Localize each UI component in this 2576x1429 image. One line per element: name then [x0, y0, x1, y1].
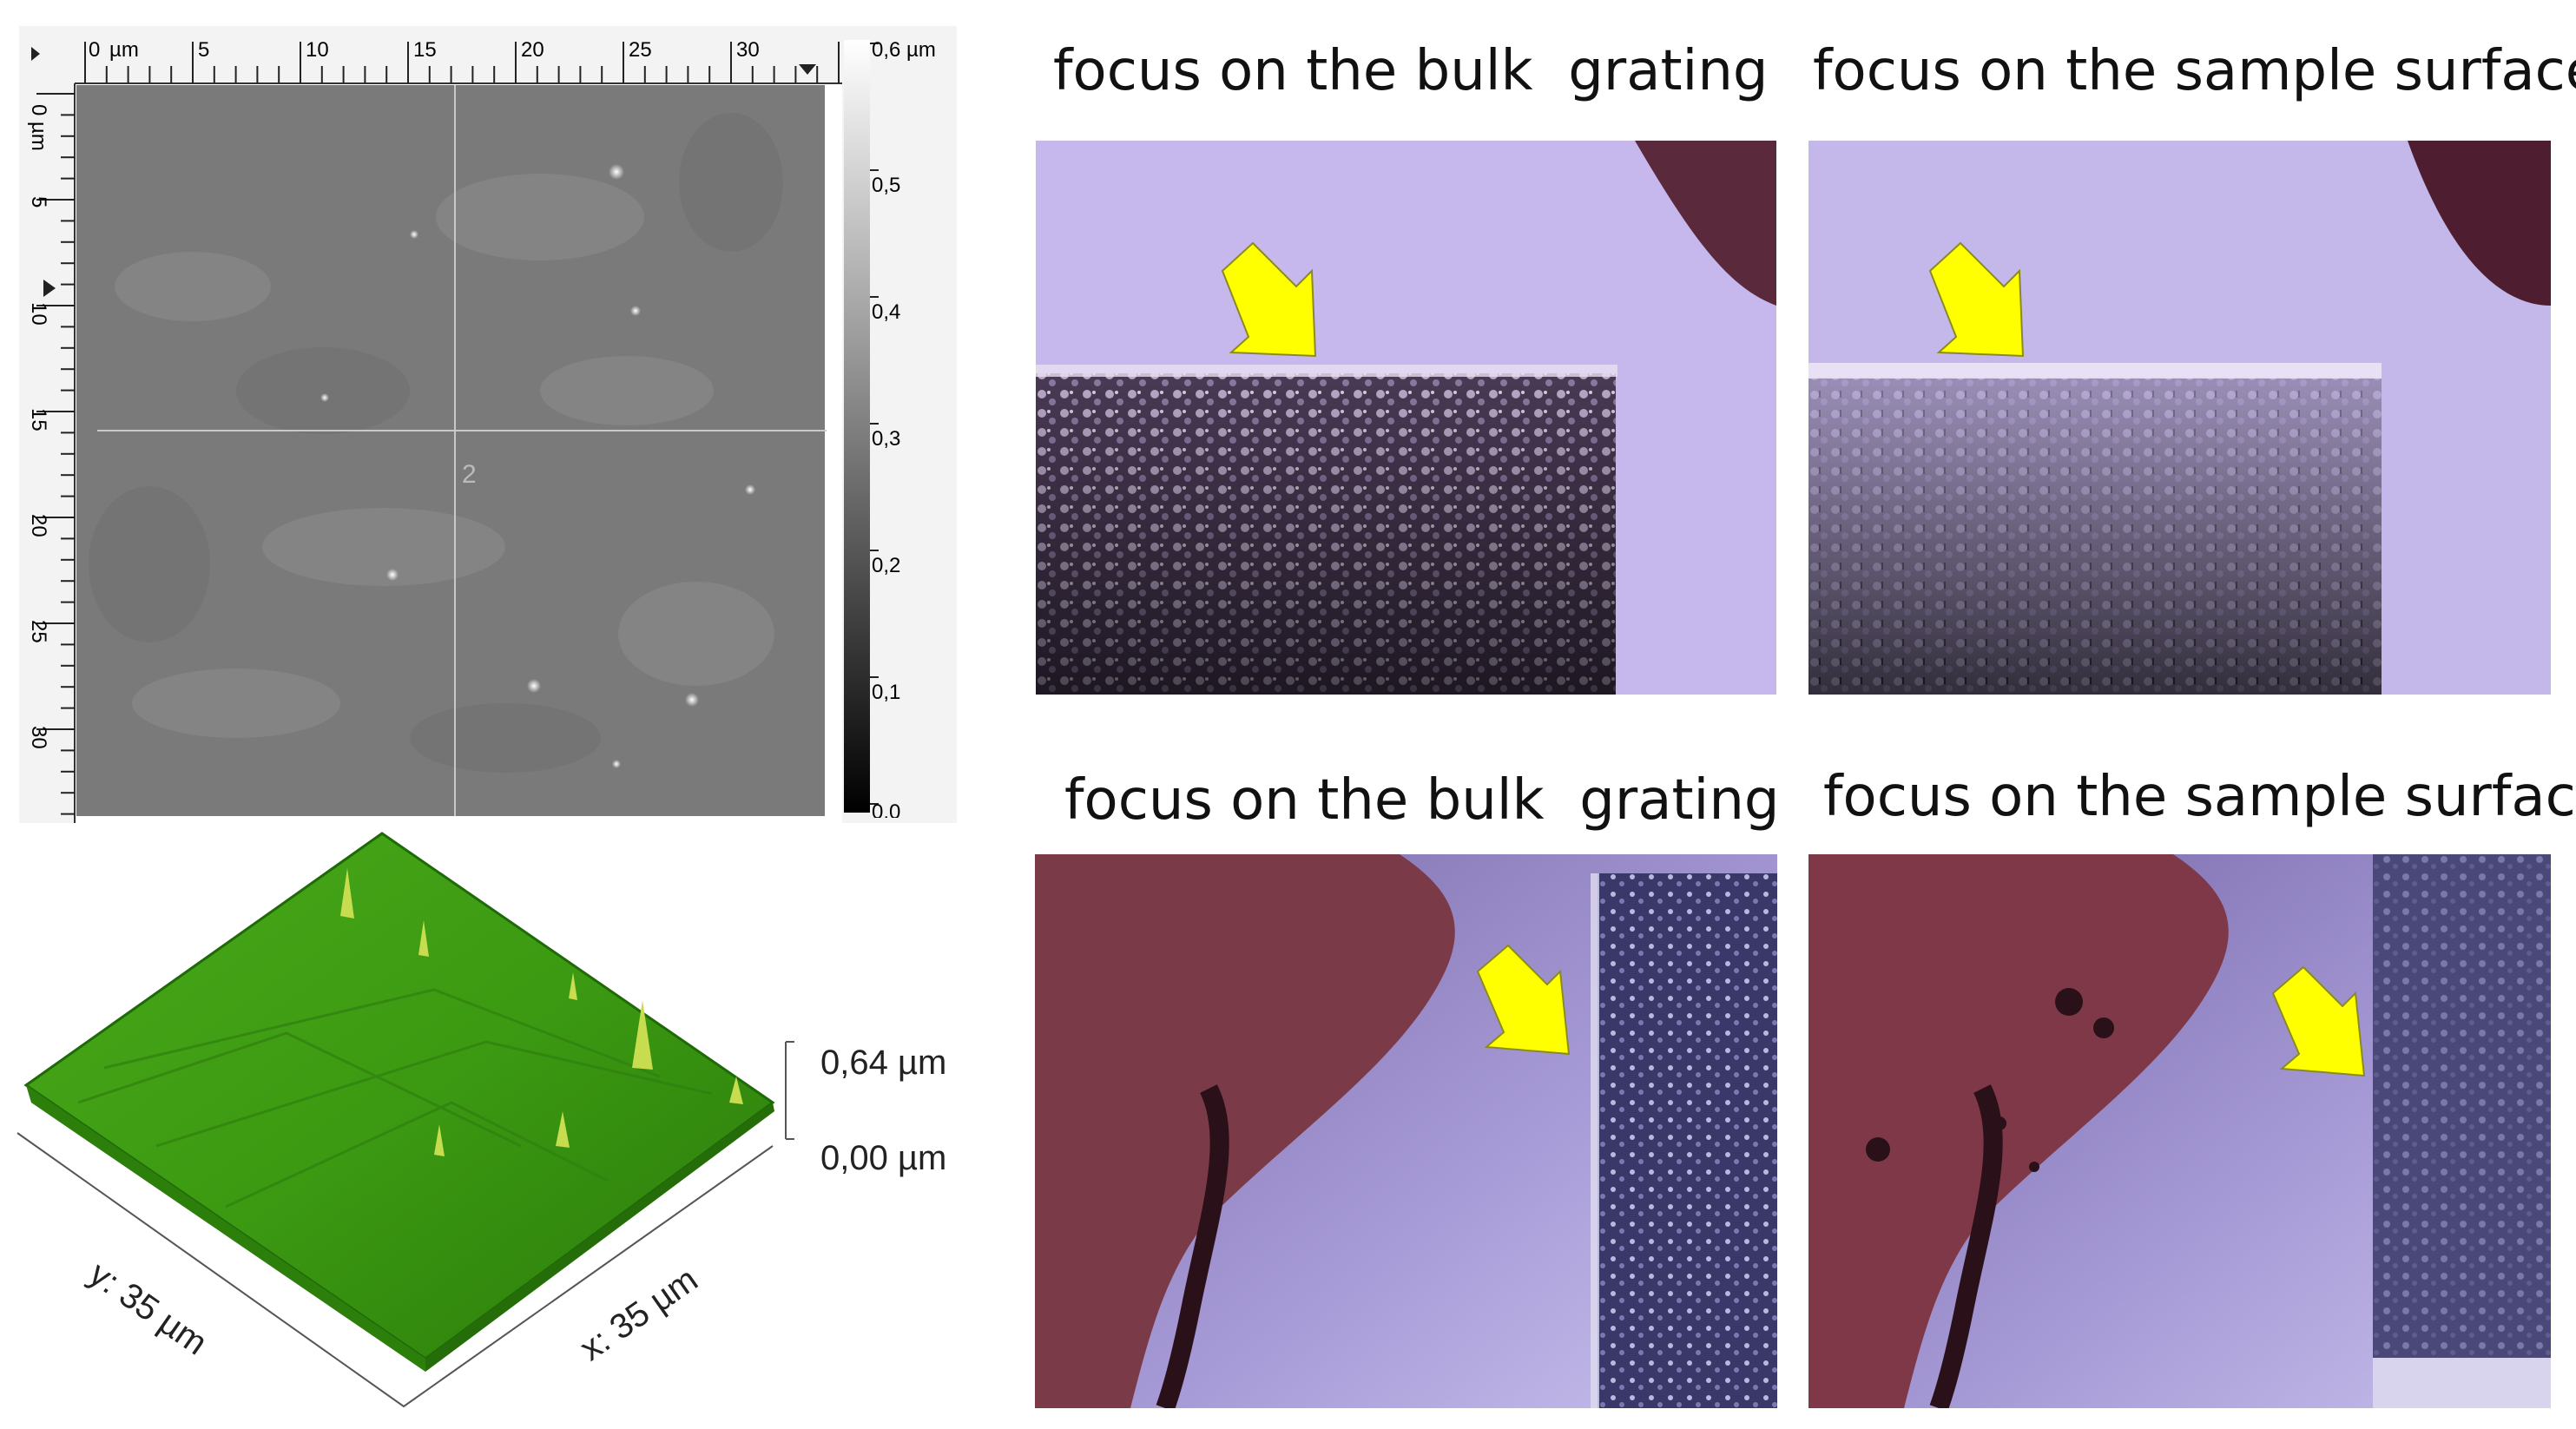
colorbar-label-02: 0,2: [872, 554, 901, 577]
colorbar-label-05: 0,5: [872, 174, 901, 197]
z-min-label: 0,00 µm: [820, 1139, 947, 1177]
x-tick-label-0: 0: [89, 38, 101, 62]
micrograph-bottom-left: [1035, 854, 1777, 1408]
3d-surface-ridges: [77, 988, 713, 1208]
micrograph-bottom-right: [1808, 854, 2551, 1408]
3d-peaks: [340, 868, 743, 1156]
y-tick-label-30: 30: [27, 726, 50, 749]
colorbar-label-max: 0,6 µm: [872, 38, 936, 62]
colorbar-label-01: 0,1: [872, 681, 901, 704]
afm-3d-svg: [16, 832, 794, 1408]
caption-top-left: focus on the bulk grating: [1053, 39, 1769, 103]
crosshair-label: 2: [462, 460, 477, 489]
colorbar: [844, 40, 870, 813]
y-tick-label-5: 5: [27, 196, 50, 208]
y-marker-icon[interactable]: [43, 280, 56, 297]
afm-3d-panel: 0,64 µm 0,00 µm y: 35 µm x: 35 µm: [0, 816, 981, 1424]
afm-2d-map-svg: [19, 26, 957, 823]
afm-particles: [320, 164, 755, 768]
colorbar-ticks: [870, 43, 879, 805]
bulk-grating-4: [2373, 854, 2551, 1358]
yellow-arrow-1: [1221, 241, 1317, 358]
y-tick-label-10: 10: [27, 302, 50, 326]
micrograph-top-right: [1808, 141, 2551, 695]
sample-piece-2: [1808, 854, 2229, 1408]
y-ruler-ticks: [36, 93, 75, 815]
yellow-arrow-4: [2271, 965, 2366, 1077]
x-unit-label: µm: [109, 38, 139, 62]
x-tick-label-15: 15: [413, 38, 437, 62]
sample-edge: [1635, 141, 1776, 306]
afm-2d-map-panel: 0 µm 5 10 15 20 25 30 0 µm 5 10 15 20 25…: [19, 26, 957, 823]
ruler-play-icon[interactable]: [31, 47, 40, 61]
caption-top-right: focus on the sample surface: [1813, 39, 2576, 103]
bulk-grating-3: [1598, 873, 1777, 1408]
y-tick-label-15: 15: [27, 408, 50, 431]
3d-box-edges: [16, 1132, 774, 1408]
sample-piece: [1035, 854, 1455, 1408]
x-ruler-ticks: [84, 42, 840, 83]
caption-bottom-left: focus on the bulk grating: [1064, 768, 1780, 833]
y-tick-label-20: 20: [27, 514, 50, 537]
z-max-label: 0,64 µm: [820, 1044, 947, 1082]
colorbar-label-03: 0,3: [872, 427, 901, 451]
x-tick-label-5: 5: [198, 38, 210, 62]
colorbar-label-04: 0,4: [872, 300, 901, 324]
caption-bottom-right: focus on the sample surface: [1823, 765, 2576, 829]
3d-surface-front-wall: [26, 1085, 425, 1372]
yellow-arrow-3: [1476, 944, 1571, 1056]
x-marker-icon[interactable]: [799, 64, 816, 75]
yellow-arrow-2: [1928, 241, 2025, 358]
micrograph-top-left: [1036, 141, 1776, 695]
sample-edge-2: [2408, 141, 2551, 306]
x-tick-label-30: 30: [736, 38, 760, 62]
x-ruler: [19, 26, 842, 83]
x-tick-label-10: 10: [306, 38, 329, 62]
afm-height-image: [76, 85, 825, 816]
y-tick-label-25: 25: [27, 620, 50, 643]
y-unit-label: µm: [27, 122, 50, 151]
x-tick-label-25: 25: [629, 38, 652, 62]
colorbar-label-00: 0,0: [872, 800, 901, 818]
x-tick-label-20: 20: [521, 38, 544, 62]
y-tick-label-0: 0: [27, 104, 50, 116]
